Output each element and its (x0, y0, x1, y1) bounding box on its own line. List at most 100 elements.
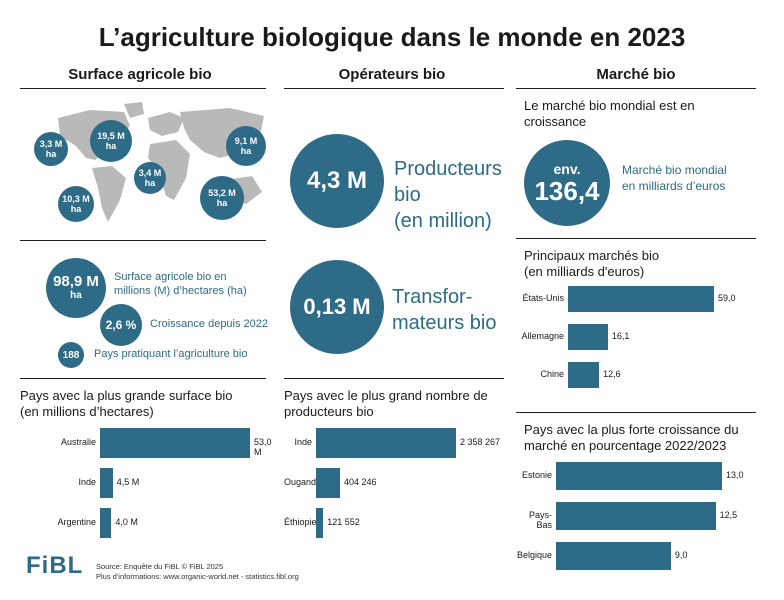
bar-category-label: Australie (60, 437, 96, 447)
column-header-marche: Marché bio (596, 66, 676, 83)
producers-label-line: (en million) (394, 210, 492, 232)
total-surface-label: Surface agricole bio en millions (M) d’h… (114, 271, 247, 297)
divider (516, 238, 756, 239)
bar-category-label: Estonie (521, 470, 552, 480)
bar (556, 462, 722, 490)
market-value: 136,4 (534, 176, 600, 206)
chart-title-line: Pays avec la plus grande surface bio (20, 388, 233, 403)
market-intro: Le marché bio mondial est en croissance (524, 98, 695, 129)
divider (20, 378, 266, 379)
bar-value-label: 13,0 (726, 470, 744, 480)
map-value: 9,1 M (234, 136, 258, 146)
producers-bar-chart: Inde 2 358 267 Ouganda 404 246 Éthiopie 121 5… (284, 428, 514, 548)
map-value: 53,2 M (208, 188, 236, 198)
growth-label: Croissance depuis 2022 (150, 318, 269, 330)
chart-title-line: (en millions d’hectares) (20, 404, 154, 419)
bar-category-label: Éthiopie (284, 517, 317, 527)
bar-category-label: Belgique (516, 550, 552, 560)
divider (284, 378, 504, 379)
bar-value-label: 9,0 (674, 550, 688, 560)
map-south-america (92, 166, 126, 222)
bar (100, 508, 112, 538)
market-label-line: en milliards d’euros (622, 179, 726, 193)
map-value: 10,3 M (62, 194, 90, 204)
bar (316, 468, 340, 498)
surface-bar-chart: Australie 53,0 M Inde 4,5 M Argentine 4,0 M (20, 428, 272, 548)
processors-label-line: mateurs bio (392, 312, 497, 334)
map-bubble-south-america: 10,3 M ha (58, 186, 94, 222)
map-value: 3,4 M (138, 168, 162, 178)
bar-value-label: 4,0 M (115, 517, 138, 527)
chart-title-line: producteurs bio (284, 404, 374, 419)
bar (100, 468, 113, 498)
map-unit: ha (216, 198, 228, 208)
divider (516, 88, 756, 89)
map-bubble-africa: 3,4 M ha (134, 162, 166, 194)
total-surface-value: 98,9 M (53, 273, 99, 290)
market-growth-bar-chart: Estonie 13,0 Pays-Bas 12,5 Belgique 9,0 (516, 462, 756, 572)
chart-title-line: Pays avec la plus forte croissance du (524, 422, 739, 437)
surface-chart-title: Pays avec la plus grande surface bio (en… (20, 388, 270, 420)
growth-chart-title: Pays avec la plus forte croissance du ma… (524, 422, 764, 454)
divider (20, 88, 266, 89)
bar (316, 428, 456, 458)
map-unit: ha (45, 149, 57, 159)
producers-label-line: bio (394, 184, 421, 206)
bar-value-label: 12,5 (719, 510, 738, 520)
bar (316, 508, 324, 538)
markets-chart-title: Principaux marchés bio (en milliards d'e… (524, 248, 764, 280)
bar-value-label: 121 552 (327, 517, 360, 527)
bar-value-label: 4,5 M (116, 477, 140, 487)
footer-line: Plus d'informations: www.organic-world.n… (96, 572, 299, 581)
bar-value-label: 16,1 (611, 331, 630, 341)
map-africa (148, 140, 190, 200)
footer-source: Source: Enquête du FiBL © FiBL 2025 Plus… (96, 562, 299, 582)
divider (20, 240, 266, 241)
bar-category-label: Inde (294, 437, 312, 447)
divider (284, 88, 504, 89)
bar-category-label: Pays-Bas (528, 510, 552, 530)
bar (100, 428, 250, 458)
market-bubble: env. 136,4 (524, 140, 610, 226)
producers-chart-title: Pays avec le plus grand nombre de produc… (284, 388, 514, 420)
total-surface-unit: ha (70, 290, 82, 301)
bar-value-label: 53,0 M (254, 437, 272, 457)
divider (516, 412, 756, 413)
bar-category-label: Chine (540, 369, 564, 379)
bar-value-label: 404 246 (343, 477, 377, 487)
processors-label: Transfor- mateurs bio (392, 284, 497, 336)
map-europe (148, 112, 184, 136)
map-bubble-europe: 19,5 M ha (90, 120, 132, 162)
map-greenland (124, 102, 144, 118)
market-env: env. (553, 161, 581, 177)
bar-category-label: Allemagne (521, 331, 564, 341)
bar-value-label: 12,6 (603, 369, 621, 379)
countries-label: Pays pratiquant l’agriculture bio (94, 348, 248, 360)
bar-category-label: Inde (78, 477, 96, 487)
chart-title-line: marché en pourcentage 2022/2023 (524, 438, 727, 453)
map-bubble-north-america: 3,3 M ha (34, 132, 68, 166)
map-unit: ha (240, 146, 252, 156)
map-value: 3,3 M (39, 139, 63, 149)
countries-value: 188 (62, 349, 80, 361)
producers-label-line: Producteurs (394, 158, 502, 180)
footer-line: Source: Enquête du FiBL © FiBL 2025 (96, 562, 224, 571)
bar-category-label: États-Unis (522, 293, 564, 303)
bar-category-label: Argentine (57, 517, 96, 527)
chart-title-line: Pays avec le plus grand nombre de (284, 388, 488, 403)
map-unit: ha (144, 178, 156, 188)
producers-label: Producteurs bio (en million) (394, 156, 502, 234)
countries-bubble: 188 (58, 342, 84, 368)
producers-value: 4,3 M (306, 167, 368, 194)
market-label: Marché bio mondial en milliards d’euros (622, 162, 727, 194)
map-unit: ha (105, 141, 117, 151)
bar-value-label: 2 358 267 (460, 437, 501, 447)
market-label-line: Marché bio mondial (622, 163, 727, 177)
fibl-logo: FiBL (26, 552, 84, 579)
growth-value: 2,6 % (105, 318, 137, 332)
growth-bubble: 2,6 % (100, 304, 142, 346)
bar (568, 324, 608, 350)
producers-bubble: 4,3 M (290, 134, 384, 228)
bar (568, 286, 714, 312)
map-value: 19,5 M (97, 131, 125, 141)
